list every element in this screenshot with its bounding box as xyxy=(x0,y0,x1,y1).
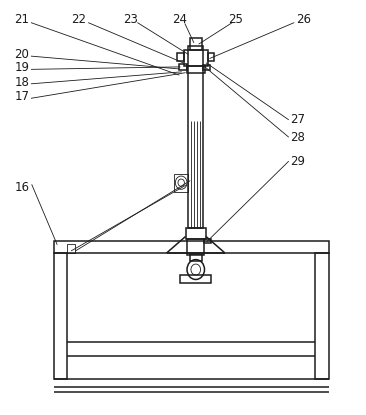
Text: 28: 28 xyxy=(290,131,305,144)
Bar xyxy=(67,244,75,253)
Text: 16: 16 xyxy=(15,181,30,194)
Bar xyxy=(186,228,206,239)
Text: 23: 23 xyxy=(123,13,138,26)
Bar xyxy=(179,64,187,70)
Text: 19: 19 xyxy=(14,61,29,74)
Bar xyxy=(203,65,210,70)
Text: 17: 17 xyxy=(14,90,29,103)
Text: 26: 26 xyxy=(296,13,311,26)
Bar xyxy=(204,239,212,244)
Text: 21: 21 xyxy=(14,13,29,26)
Bar xyxy=(188,46,203,228)
Bar xyxy=(184,50,208,66)
Bar xyxy=(187,66,205,73)
Bar xyxy=(53,253,67,379)
Bar xyxy=(53,241,329,253)
Bar xyxy=(208,53,214,61)
Bar xyxy=(174,173,188,192)
Bar xyxy=(190,254,202,261)
Bar xyxy=(180,275,211,283)
Bar xyxy=(315,253,329,379)
Bar xyxy=(178,53,184,61)
Text: 29: 29 xyxy=(290,155,305,168)
Bar xyxy=(187,239,204,255)
Text: 18: 18 xyxy=(14,76,29,89)
Bar xyxy=(190,38,202,50)
Text: 22: 22 xyxy=(72,13,87,26)
Text: 24: 24 xyxy=(172,13,187,26)
Text: 25: 25 xyxy=(228,13,243,26)
Text: 27: 27 xyxy=(290,113,305,126)
Text: 20: 20 xyxy=(14,48,29,61)
